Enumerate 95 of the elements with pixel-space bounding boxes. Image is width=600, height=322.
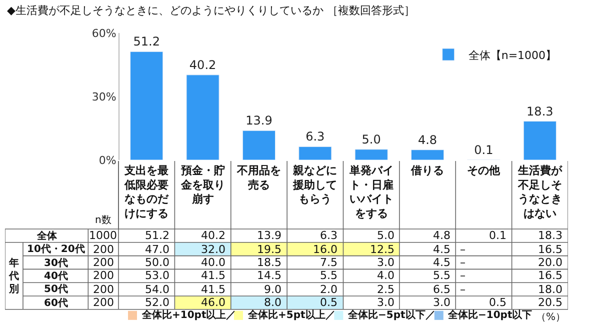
text: 14.5 xyxy=(257,269,282,282)
text: – xyxy=(460,283,466,296)
category-label: 30代 xyxy=(44,258,68,269)
text: 4.0 xyxy=(377,269,394,282)
bar xyxy=(130,51,164,160)
text: 41.5 xyxy=(201,283,226,296)
text: 41.5 xyxy=(201,269,226,282)
text: （%） xyxy=(536,312,566,322)
data-label: 51.2 xyxy=(145,229,170,242)
text: 16.5 xyxy=(538,269,562,282)
category-label: 60代 xyxy=(44,298,68,309)
x-tick-label: 生活費が不足しそうなときはない xyxy=(516,164,563,220)
text: 3.0 xyxy=(377,296,394,309)
text: 20.0 xyxy=(538,256,562,269)
text: 5.0 xyxy=(362,132,381,146)
text: 51.2 xyxy=(133,34,160,49)
bar xyxy=(298,146,332,160)
category-label: 全体 xyxy=(37,231,57,242)
text: 7.5 xyxy=(320,256,338,269)
x-tick-label: その他 xyxy=(467,164,502,177)
text: 8.0 xyxy=(264,296,282,309)
legend-label: 全体比−10pt以下 xyxy=(447,309,532,321)
text: n数 xyxy=(95,215,112,226)
data-label: 4.8 xyxy=(433,229,450,242)
legend-label: 全体比+10pt以上／ xyxy=(141,309,236,321)
data-label: 5.0 xyxy=(377,229,394,242)
bar xyxy=(410,150,444,160)
text: 18.0 xyxy=(538,283,562,296)
data-label: 13.9 xyxy=(257,229,282,242)
bar xyxy=(242,130,276,160)
bar xyxy=(523,121,556,160)
text: 200 xyxy=(93,296,114,309)
x-tick-label: 親などに援助してもらう xyxy=(292,164,338,206)
text: 54.0 xyxy=(145,283,170,296)
text: 9.0 xyxy=(264,283,282,296)
x-tick-label: 預金・貯金を取り崩す xyxy=(180,164,225,206)
y-tick-label: 30% xyxy=(92,90,116,104)
x-tick-label: 不用品を売る xyxy=(236,164,281,192)
text: 200 xyxy=(93,256,114,269)
text: 200 xyxy=(93,243,114,256)
legend-label: 全体【n=1000】 xyxy=(468,48,557,62)
text: 200 xyxy=(93,283,114,296)
text: 1000 xyxy=(89,229,117,242)
text: 5.5 xyxy=(433,269,450,282)
text: 53.0 xyxy=(145,269,170,282)
text: 40.2 xyxy=(189,58,216,72)
text: 52.0 xyxy=(145,296,170,309)
text: 0.1 xyxy=(474,142,494,157)
text: 3.0 xyxy=(377,256,394,269)
text: 3.0 xyxy=(433,296,450,309)
data-label: 40.2 xyxy=(201,229,226,242)
text: 2.5 xyxy=(377,283,394,296)
text: 12.5 xyxy=(370,243,394,256)
text: 40.0 xyxy=(201,256,226,269)
text: 16.5 xyxy=(538,243,562,256)
x-tick-label: 単発バイト・日雇いバイトをする xyxy=(348,164,394,220)
y-tick-label: 0% xyxy=(98,154,116,167)
text: 18.5 xyxy=(257,256,282,269)
text: 18.3 xyxy=(526,104,554,118)
text: 47.0 xyxy=(145,243,170,256)
chart-title: ◆生活費が不足しそうなときに、どのようにやりくりしているか ［複数回答形式］ xyxy=(7,4,415,17)
text: 4.5 xyxy=(433,256,450,269)
y-tick-label: 60% xyxy=(92,26,116,40)
text: 6.3 xyxy=(306,130,325,144)
x-tick-label: 借りる xyxy=(410,164,444,177)
data-label: 18.3 xyxy=(538,229,562,242)
text: 年代別 xyxy=(8,257,19,295)
x-tick-label: 支出を最低限必要なものだけにする xyxy=(124,164,170,220)
text: – xyxy=(460,256,466,269)
data-label: 0.1 xyxy=(489,229,506,242)
text: 2.0 xyxy=(320,283,338,296)
text: 50.0 xyxy=(145,256,170,269)
data-label: 6.3 xyxy=(320,229,338,242)
text: 4.8 xyxy=(418,132,438,147)
category-label: 50代 xyxy=(44,284,68,295)
text: 200 xyxy=(93,269,114,282)
text: 0.5 xyxy=(320,296,338,309)
text: 4.5 xyxy=(433,243,450,256)
category-label: 10代・20代 xyxy=(27,244,85,255)
text: 46.0 xyxy=(201,296,226,309)
text: 20.5 xyxy=(538,296,562,309)
text: 32.0 xyxy=(201,243,226,256)
text: 6.5 xyxy=(433,283,450,296)
text: – xyxy=(460,243,466,256)
bar xyxy=(354,149,388,160)
text: – xyxy=(460,269,466,282)
text: 16.0 xyxy=(313,243,338,256)
legend-label: 全体比−5pt以下／ xyxy=(347,309,436,321)
legend-label: 全体比+5pt以上／ xyxy=(247,309,336,321)
category-label: 40代 xyxy=(44,271,68,282)
text: 19.5 xyxy=(257,243,282,256)
text: 0.5 xyxy=(489,296,506,309)
text: 5.5 xyxy=(320,269,338,282)
text: 13.9 xyxy=(246,114,272,128)
bar xyxy=(186,74,220,160)
